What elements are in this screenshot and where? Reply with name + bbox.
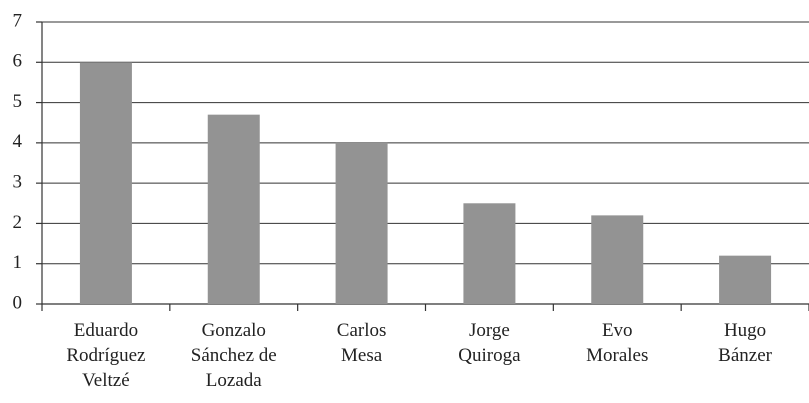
y-tick-label: 2 (13, 212, 23, 233)
bar (463, 203, 516, 304)
x-tick-label: Carlos Mesa (337, 320, 387, 366)
y-tick-label: 5 (13, 91, 23, 112)
y-tick-label: 6 (13, 51, 23, 72)
y-tick-label: 3 (13, 172, 23, 193)
y-tick-label: 0 (13, 292, 23, 313)
x-tick-label: Eduardo Rodríguez Veltzé (66, 320, 145, 391)
bar (79, 62, 132, 305)
bar (719, 255, 772, 304)
x-tick-label: Hugo Bánzer (718, 320, 772, 366)
y-tick-label: 7 (13, 10, 23, 31)
bar (591, 215, 644, 304)
x-tick-label: Evo Morales (586, 320, 648, 366)
bar (207, 114, 260, 305)
bar (335, 142, 388, 304)
x-tick-label: Jorge Quiroga (458, 320, 521, 366)
x-tick-label: Gonzalo Sánchez de Lozada (191, 320, 277, 391)
y-tick-label: 1 (13, 252, 23, 273)
y-tick-label: 4 (13, 131, 23, 152)
